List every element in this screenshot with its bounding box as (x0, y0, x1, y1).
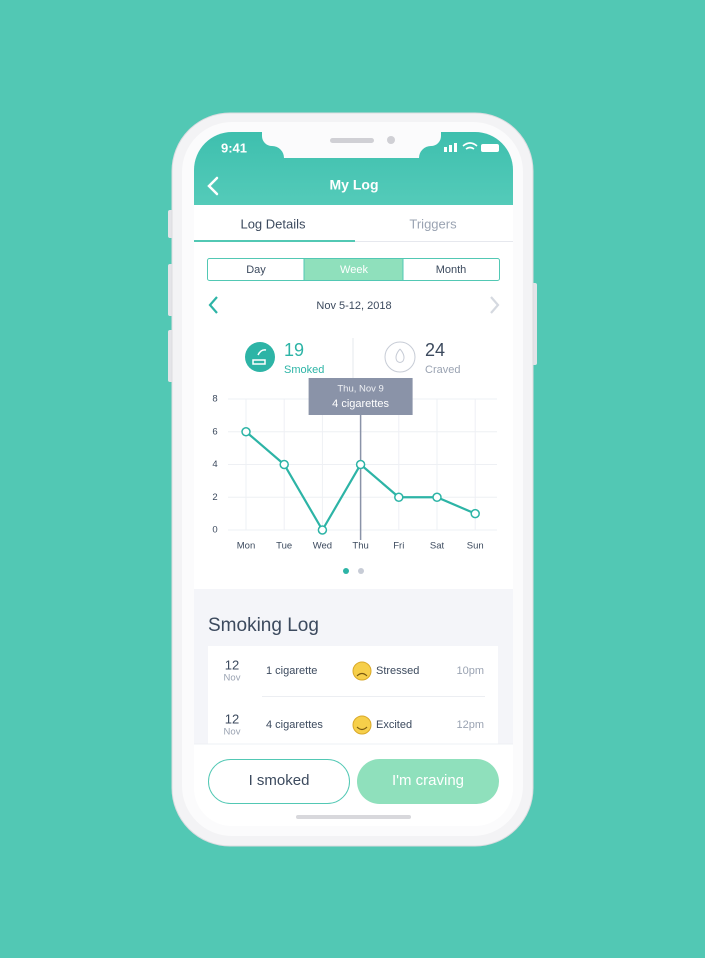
log-mood: Stressed (376, 665, 419, 677)
mood-icon (352, 715, 372, 735)
camera (387, 136, 395, 144)
date-range: Nov 5-12, 2018 (316, 300, 391, 312)
status-time: 9:41 (221, 140, 247, 155)
y-tick-label: 6 (212, 426, 217, 437)
segment[interactable]: Month (436, 264, 467, 276)
log-card (208, 646, 498, 756)
prev-button[interactable] (208, 296, 218, 314)
point (432, 492, 442, 502)
back-button[interactable] (207, 176, 219, 196)
next-button[interactable] (490, 296, 500, 314)
mood-icon (352, 661, 372, 681)
craving-button[interactable] (357, 759, 499, 804)
button-label: I'm craving (392, 772, 464, 789)
tooltip (308, 378, 413, 415)
tooltip-text: 4 cigarettes (332, 398, 389, 410)
log-month: Nov (224, 727, 241, 738)
segment[interactable]: Day (246, 264, 266, 276)
stat-label: Craved (425, 364, 460, 376)
mood-face (356, 726, 368, 731)
log-month: Nov (224, 673, 241, 684)
battery (481, 144, 499, 152)
segment[interactable]: Week (340, 264, 368, 276)
tab[interactable]: Triggers (409, 216, 457, 231)
home-indicator (296, 815, 411, 819)
section-title: Smoking Log (208, 615, 319, 636)
tab[interactable]: Log Details (240, 216, 306, 231)
x-tick-label: Wed (313, 541, 332, 552)
log-amount: 1 cigarette (266, 665, 317, 677)
point (355, 459, 366, 470)
y-tick-label: 4 (212, 459, 217, 470)
point (317, 525, 328, 535)
stat-label: Smoked (284, 364, 324, 376)
speaker (330, 138, 374, 143)
smoked-button[interactable] (208, 759, 350, 804)
notch (262, 132, 441, 158)
craved-glyph (395, 348, 405, 363)
log-time: 12pm (456, 719, 484, 731)
page-dot[interactable] (343, 568, 349, 574)
x-tick-label: Sun (467, 541, 484, 552)
log-day: 12 (225, 657, 239, 672)
stat-value: 24 (425, 340, 445, 360)
tooltip-title: Thu, Nov 9 (337, 384, 383, 395)
x-tick-label: Tue (276, 541, 292, 552)
craved-icon (384, 341, 416, 373)
x-tick-label: Fri (393, 541, 404, 552)
point (394, 492, 404, 502)
screen: 9:41 My Log Log Details Triggers Day Wee… (194, 132, 513, 826)
wifi (462, 142, 478, 150)
log-time: 10pm (456, 665, 484, 677)
tab-underline (194, 240, 355, 242)
x-tick-label: Mon (237, 541, 255, 552)
segment-selected (304, 259, 403, 280)
signal (444, 147, 447, 152)
stat-value: 19 (284, 340, 304, 360)
header-title: My Log (330, 177, 379, 193)
point (241, 427, 251, 437)
smoked-icon (245, 342, 275, 372)
x-tick-label: Sat (430, 541, 445, 552)
page-dot[interactable] (358, 568, 364, 574)
mood-face (356, 672, 368, 677)
y-tick-label: 2 (212, 492, 217, 503)
log-amount: 4 cigarettes (266, 719, 323, 731)
x-tick-label: Thu (352, 541, 368, 552)
signal (454, 143, 457, 152)
chart: Mon Tue Wed Thu Fri Sat Sun 0 2 4 6 8 Thu, Nov 9 4 ci… (212, 378, 497, 552)
log-day: 12 (225, 711, 239, 726)
y-tick-label: 8 (212, 394, 217, 405)
smoked-glyph (252, 349, 267, 365)
point (470, 508, 480, 519)
log-mood: Excited (376, 719, 412, 731)
point (279, 459, 289, 470)
button-label: I smoked (249, 772, 310, 789)
y-tick-label: 0 (212, 525, 217, 536)
signal (449, 145, 452, 152)
